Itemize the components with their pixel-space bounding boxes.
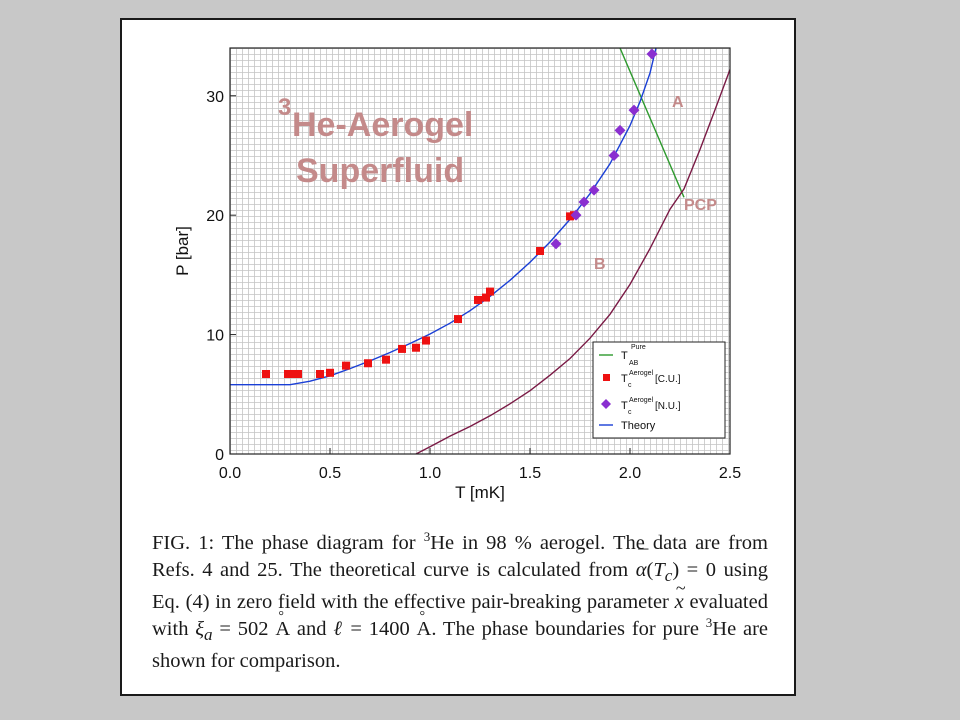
y-tick-label: 20 — [206, 208, 224, 225]
caption-angstrom: A — [275, 604, 290, 643]
data-point-tc_cu — [486, 287, 494, 296]
legend-nu-sup: Aerogel — [629, 397, 654, 404]
x-tick-label: 1.5 — [519, 465, 541, 482]
phase-labels: A PCP B — [594, 94, 717, 273]
y-axis-label: P [bar] — [173, 226, 192, 276]
series-line-tab — [619, 48, 685, 198]
legend-tab-base: T — [621, 350, 628, 362]
legend-tab-sub: AB — [629, 360, 639, 367]
plot-frame — [229, 47, 731, 455]
caption-xi-sub: a — [204, 624, 213, 644]
data-point-tc_cu — [262, 369, 270, 378]
caption-text: . The phase boundaries for pure — [431, 617, 706, 640]
title-line-2: Superfluid — [296, 152, 464, 190]
caption-text: He are shown for comparison. — [152, 617, 768, 673]
series-line-pure_tc — [415, 67, 730, 454]
data-point-tc_cu — [398, 344, 406, 353]
caption-text: evaluated with — [152, 591, 768, 640]
caption-x: x — [675, 575, 686, 616]
legend-nu-base: T — [621, 400, 628, 412]
y-tick-label: 30 — [206, 89, 224, 106]
figure-caption: FIG. 1: The phase diagram for 3He in 98 … — [152, 530, 768, 675]
legend-tab-sup: Pure — [631, 344, 646, 351]
label-pcp: PCP — [684, 197, 717, 214]
data-point-tc_cu — [284, 369, 292, 378]
caption-text: = 1400 — [343, 617, 417, 640]
x-tick-label: 2.0 — [619, 465, 641, 482]
data-point-tc_nu — [628, 104, 640, 116]
data-point-tc_cu — [382, 355, 390, 364]
caption-ell: ℓ — [333, 617, 344, 640]
caption-tc: T — [653, 558, 665, 581]
data-point-tc_cu — [412, 343, 420, 352]
y-tick-label: 10 — [206, 328, 224, 345]
data-point-tc_nu — [578, 196, 590, 208]
legend-theory-label: Theory — [621, 420, 656, 432]
legend-box — [592, 341, 726, 439]
legend-swatch-nu — [601, 399, 611, 409]
caption-alpha: α — [636, 545, 647, 584]
data-point-tc_nu — [614, 124, 626, 136]
x-tick-label: 1.0 — [419, 465, 441, 482]
markers-layer — [262, 48, 658, 378]
data-point-tc_cu — [482, 293, 490, 302]
caption-superscript: 3 — [705, 614, 713, 630]
data-point-tc_cu — [316, 369, 324, 378]
caption-text: ( — [646, 558, 654, 581]
caption-tc-sub: c — [664, 565, 673, 585]
data-point-tc_cu — [536, 247, 544, 255]
data-point-tc_cu — [364, 359, 372, 368]
phase-diagram-figure: 0.0 0.5 1.0 1.5 2.0 2.5 0 10 20 30 T [mK] P [bar… — [173, 47, 741, 502]
x-tick-label: 0.0 — [219, 465, 241, 482]
y-tick-label: 0 — [215, 447, 224, 464]
data-point-tc_cu — [422, 336, 430, 345]
x-axis-label: T [mK] — [455, 483, 505, 502]
legend: T Pure AB T Aerogel c [C.U.] T Aerogel c… — [592, 341, 726, 439]
label-phase-a: A — [672, 94, 684, 111]
data-point-tc_nu — [608, 149, 620, 161]
caption-text: = 502 — [212, 617, 276, 640]
data-point-tc_nu — [646, 48, 658, 60]
legend-cu-base: T — [621, 373, 628, 385]
legend-swatch-cu — [603, 374, 610, 381]
data-point-tc_cu — [474, 295, 482, 304]
caption-text: He in 98 % aerogel. The data are from Re… — [152, 532, 769, 581]
caption-text: and — [290, 617, 334, 640]
data-point-tc_cu — [294, 369, 302, 378]
x-axis-ticks: 0.0 0.5 1.0 1.5 2.0 2.5 — [219, 448, 741, 482]
legend-nu-sub: c — [628, 409, 632, 416]
x-tick-label: 2.5 — [719, 465, 741, 482]
figure-card: 0.0 0.5 1.0 1.5 2.0 2.5 0 10 20 30 T [mK] P [bar… — [120, 18, 796, 696]
data-point-tc_cu — [454, 315, 462, 324]
legend-nu-suffix: [N.U.] — [655, 401, 681, 412]
caption-angstrom: A — [417, 604, 432, 643]
data-point-tc_nu — [550, 238, 562, 250]
chart-title: 3 He-Aerogel Superfluid — [278, 94, 473, 190]
legend-cu-sub: c — [628, 382, 632, 389]
data-point-tc_cu — [326, 368, 334, 377]
title-line-1: He-Aerogel — [292, 106, 473, 144]
x-tick-label: 0.5 — [319, 465, 341, 482]
caption-text: The phase diagram for — [214, 532, 424, 554]
label-phase-b: B — [594, 256, 606, 273]
data-point-tc_nu — [588, 184, 600, 196]
legend-cu-sup: Aerogel — [629, 370, 654, 377]
caption-label: FIG. 1: — [152, 532, 215, 554]
legend-cu-suffix: [C.U.] — [655, 374, 681, 385]
data-point-tc_nu — [570, 209, 582, 221]
caption-xi: ξ — [195, 617, 205, 640]
data-point-tc_cu — [342, 361, 350, 370]
caption-superscript: 3 — [423, 529, 431, 545]
title-superscript: 3 — [278, 94, 291, 121]
